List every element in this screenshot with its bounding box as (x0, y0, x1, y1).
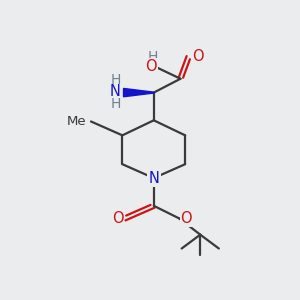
Text: O: O (112, 211, 124, 226)
Text: O: O (146, 58, 157, 74)
Polygon shape (124, 88, 154, 97)
Text: H: H (147, 50, 158, 64)
Text: O: O (192, 49, 204, 64)
Text: Me: Me (67, 115, 86, 128)
Text: N: N (110, 84, 121, 99)
Text: H: H (110, 97, 121, 111)
Text: N: N (148, 171, 159, 186)
Text: H: H (110, 73, 121, 87)
Text: O: O (181, 211, 192, 226)
